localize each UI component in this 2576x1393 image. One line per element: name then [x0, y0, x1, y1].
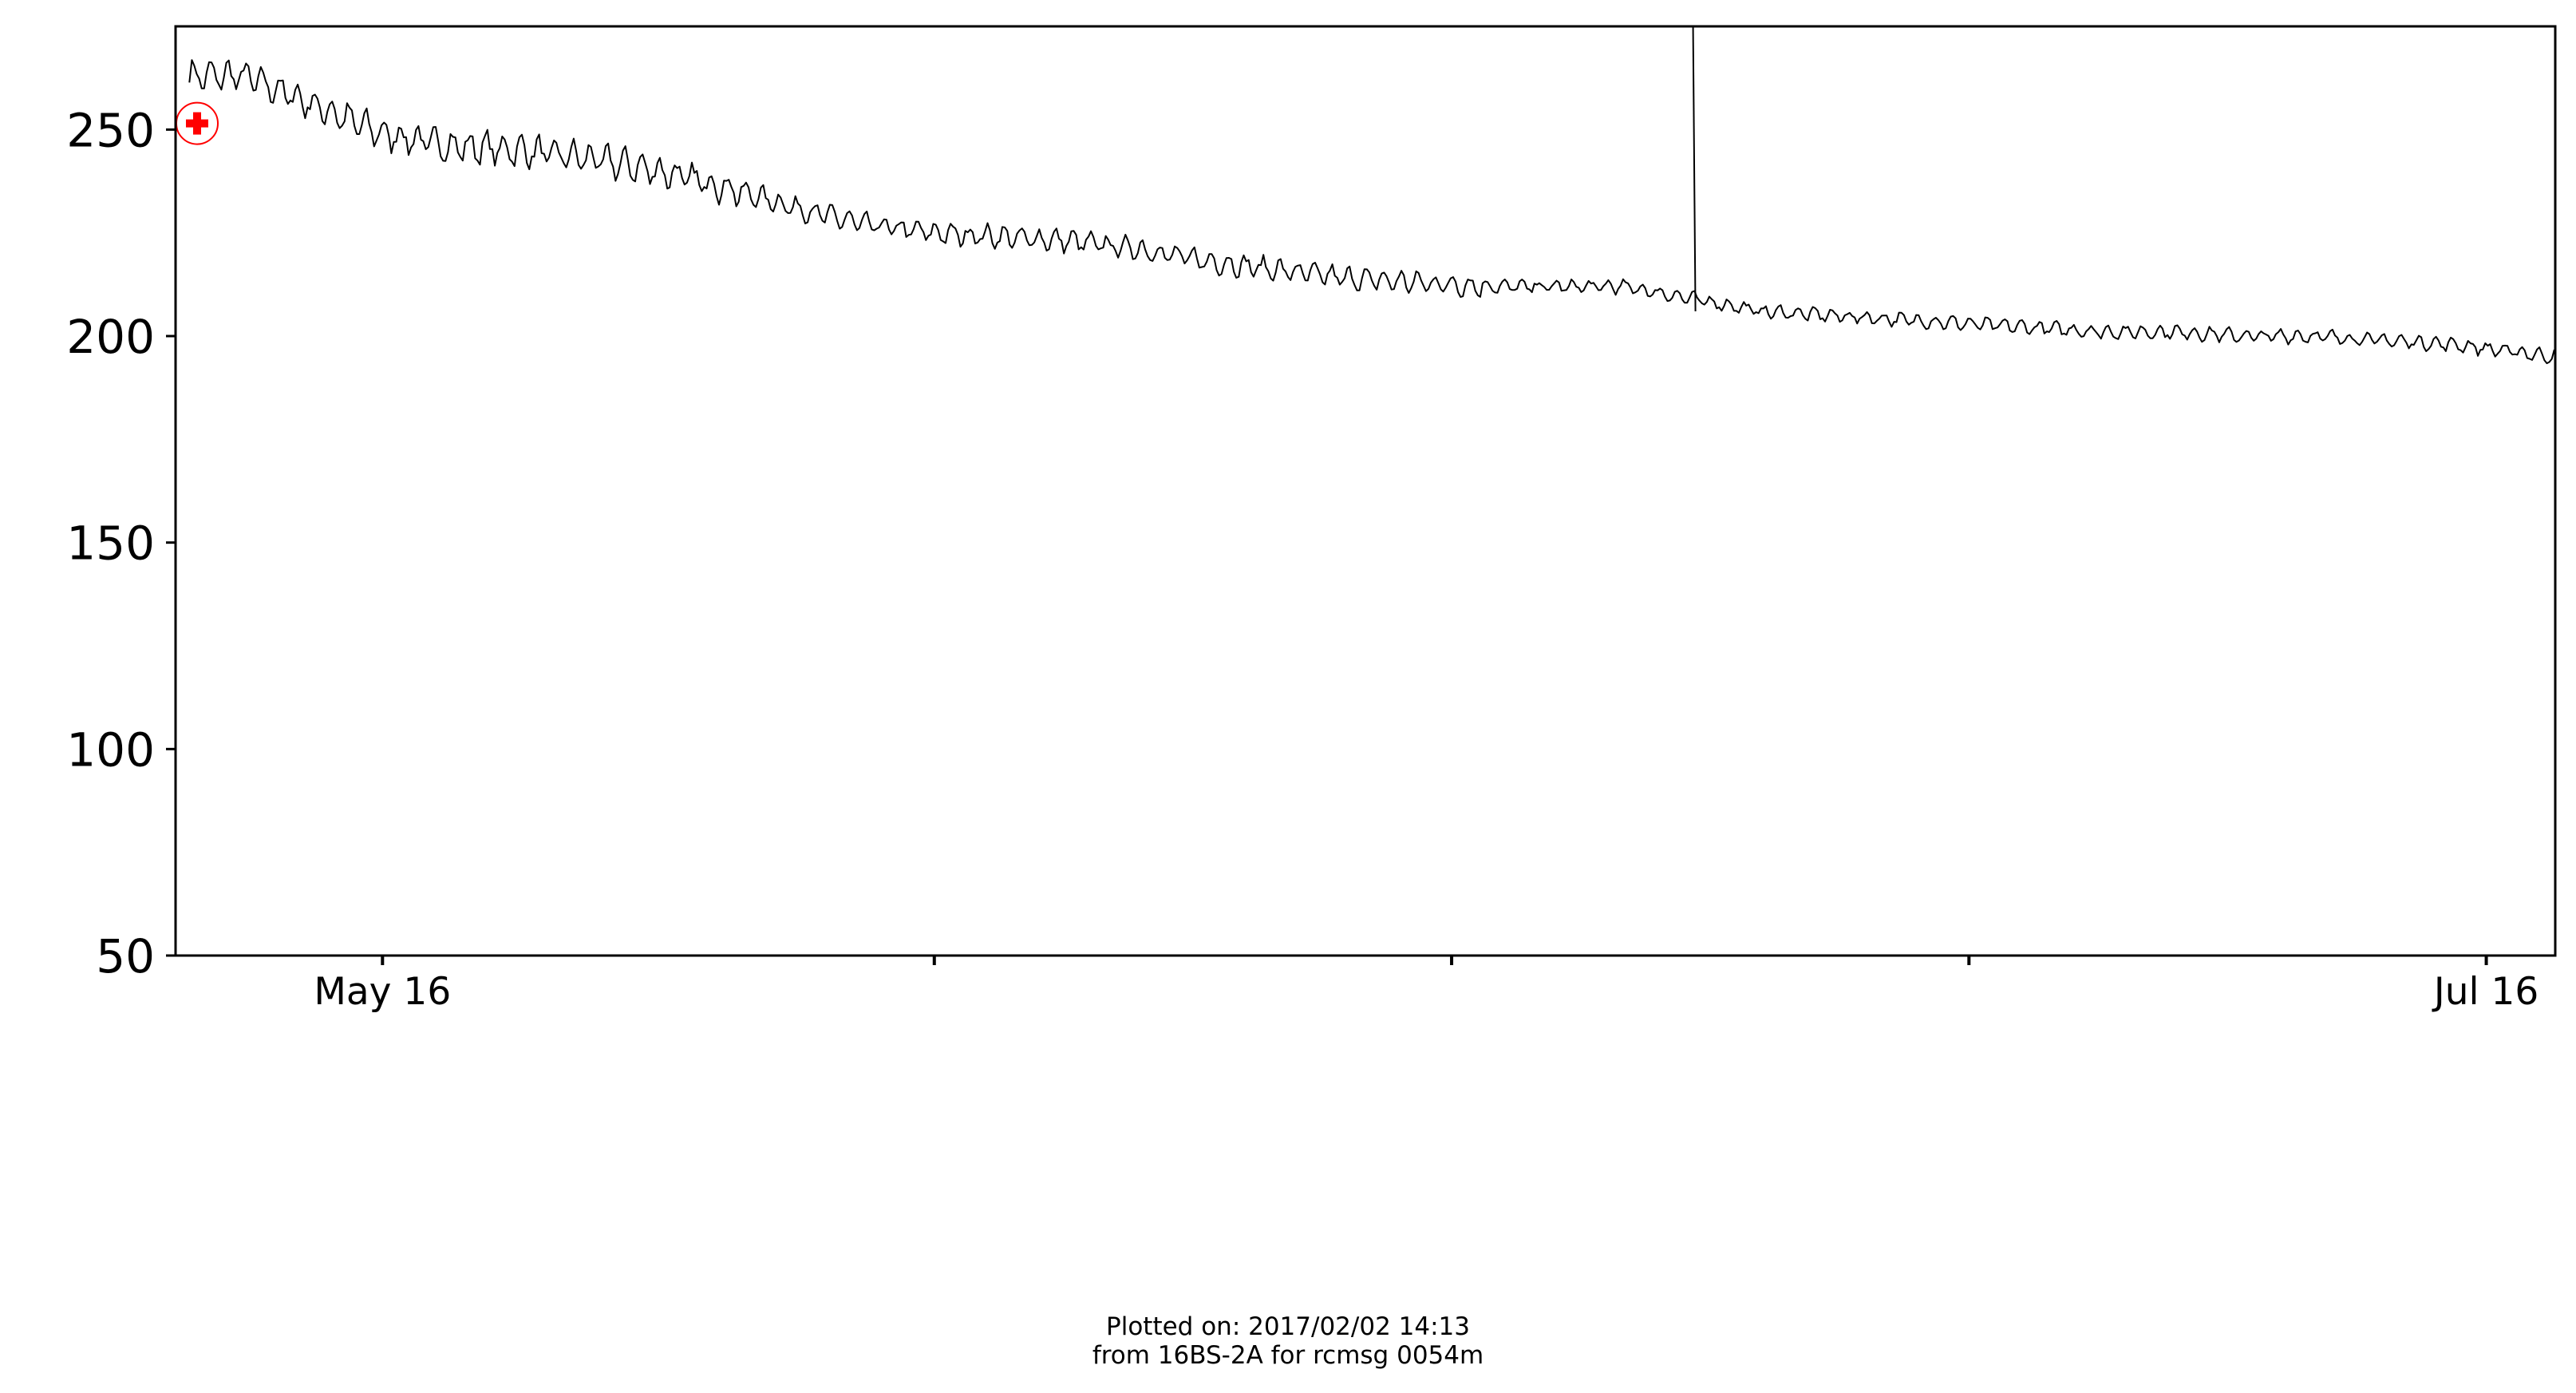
y-tick-label: 100	[66, 722, 155, 777]
x-tick-label: May 16	[314, 970, 451, 1014]
marker-circled-plus	[176, 101, 219, 145]
footer-plotted-on: Plotted on: 2017/02/02 14:13	[1106, 1312, 1470, 1341]
footer-text: Plotted on: 2017/02/02 14:13 from 16BS-2…	[0, 1312, 2576, 1370]
marker-plus-vertical	[193, 112, 201, 135]
x-axis: May 16 Jul 16	[314, 956, 2538, 1014]
y-tick-label: 150	[66, 516, 155, 571]
footer-source: from 16BS-2A for rcmsg 0054m	[1092, 1341, 1484, 1370]
y-tick-label: 200	[66, 310, 155, 364]
spike-line	[1692, 26, 1697, 311]
series-line	[188, 59, 2555, 365]
y-tick-label: 50	[96, 929, 155, 983]
y-axis: 50 100 150 200 250	[66, 103, 176, 983]
plot-frame	[174, 25, 2557, 957]
x-tick-label: Jul 16	[2432, 970, 2538, 1014]
y-tick-label: 250	[66, 103, 155, 157]
